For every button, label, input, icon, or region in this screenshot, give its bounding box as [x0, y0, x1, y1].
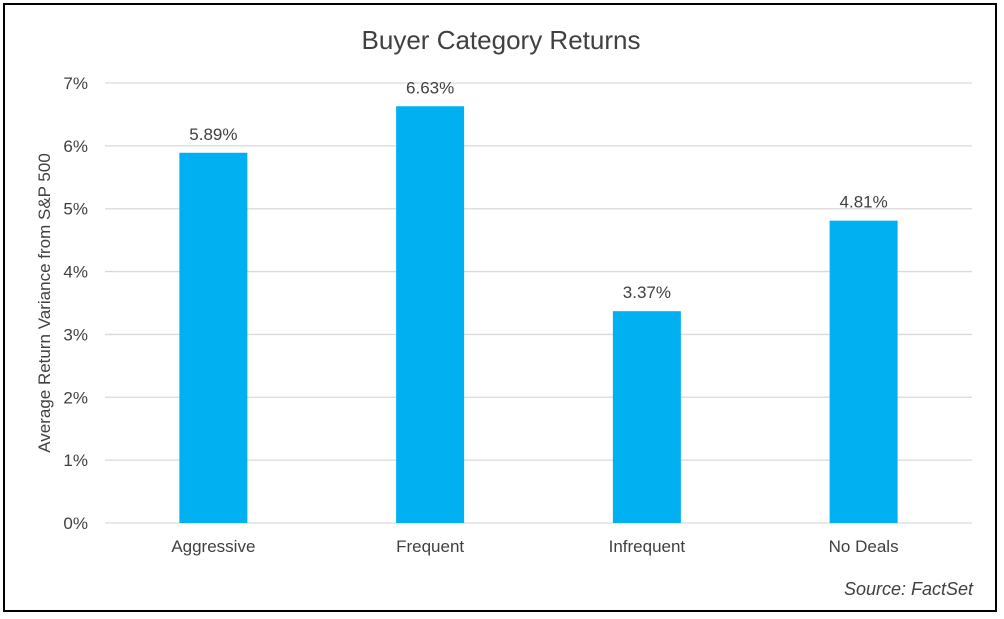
source-note: Source: FactSet — [844, 579, 974, 599]
y-axis-label: Average Return Variance from S&P 500 — [35, 153, 54, 453]
y-tick-label: 3% — [63, 325, 88, 344]
data-label: 3.37% — [623, 283, 671, 302]
x-tick-label: Infrequent — [609, 537, 686, 556]
data-label: 5.89% — [189, 125, 237, 144]
y-tick-label: 4% — [63, 263, 88, 282]
bar — [396, 106, 465, 523]
gridlines — [105, 82, 972, 524]
x-tick-label: Frequent — [396, 537, 464, 556]
x-axis-ticks: Aggressive Frequent Infrequent No Deals — [171, 537, 898, 556]
data-label: 6.63% — [406, 78, 454, 97]
data-labels: 5.89% 6.63% 3.37% 4.81% — [189, 78, 887, 302]
y-tick-label: 2% — [63, 388, 88, 407]
x-tick-label: No Deals — [829, 537, 899, 556]
y-tick-label: 1% — [63, 451, 88, 470]
y-axis-ticks: 0% 1% 2% 3% 4% 5% 6% 7% — [63, 74, 88, 533]
bar — [179, 152, 248, 523]
y-tick-label: 7% — [63, 74, 88, 93]
y-tick-label: 5% — [63, 200, 88, 219]
bar — [612, 311, 681, 523]
y-tick-label: 0% — [63, 514, 88, 533]
data-label: 4.81% — [840, 193, 888, 212]
bars — [179, 106, 898, 523]
x-tick-label: Aggressive — [171, 537, 255, 556]
y-tick-label: 6% — [63, 137, 88, 156]
bar — [829, 220, 898, 523]
chart-title: Buyer Category Returns — [362, 25, 641, 55]
